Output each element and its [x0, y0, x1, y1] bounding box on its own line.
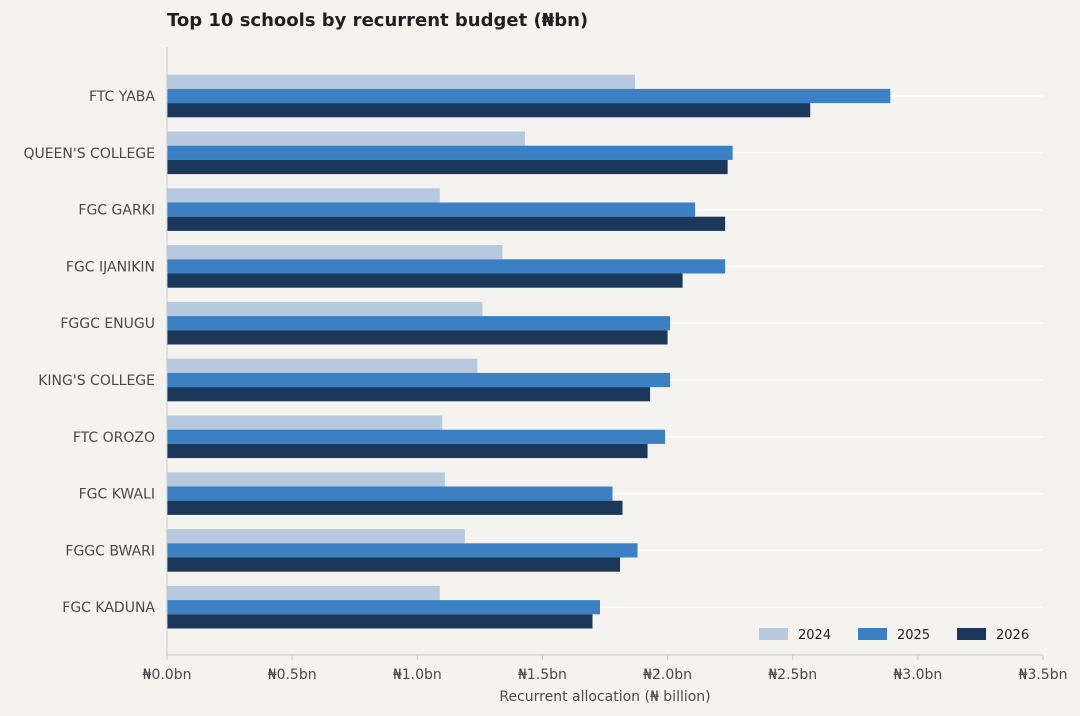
category-label: FGC IJANIKIN — [66, 259, 155, 275]
x-tick-label: ₦3.0bn — [893, 667, 942, 683]
category-labels: FTC YABA QUEEN'S COLLEGE FGC GARKI FGC IJAN… — [23, 89, 155, 616]
legend-label-2025: 2025 — [897, 628, 930, 643]
category-label: FTC OROZO — [73, 430, 155, 446]
x-tick-label: ₦2.5bn — [768, 667, 817, 683]
x-tick-label: ₦0.0bn — [143, 667, 192, 683]
bar-2025-8 — [167, 543, 638, 558]
bar-2024-4 — [167, 301, 483, 317]
bar-2024-2 — [167, 188, 440, 203]
category-label: FGGC BWARI — [65, 543, 155, 559]
x-axis-label: Recurrent allocation (₦ billion) — [499, 689, 710, 705]
bar-2026-6 — [167, 443, 648, 459]
bar-2026-5 — [167, 387, 651, 402]
bar-2026-8 — [167, 557, 621, 572]
x-tick-label: ₦1.0bn — [393, 667, 442, 683]
bar-2026-4 — [167, 330, 668, 345]
bar-2024-9 — [167, 585, 440, 601]
x-tick-label: ₦0.5bn — [268, 667, 317, 683]
bar-2025-5 — [167, 372, 671, 388]
bar-2025-7 — [167, 486, 613, 501]
bar-2025-4 — [167, 316, 671, 331]
category-label: FGC GARKI — [78, 203, 155, 219]
bar-2025-2 — [167, 202, 696, 217]
bar-2024-8 — [167, 529, 465, 544]
bar-2025-3 — [167, 259, 726, 274]
bar-2026-7 — [167, 500, 623, 515]
category-label: QUEEN'S COLLEGE — [23, 146, 155, 162]
bar-2024-7 — [167, 472, 445, 487]
category-label: KING'S COLLEGE — [38, 373, 155, 389]
x-tick-labels: ₦0.0bn ₦0.5bn ₦1.0bn ₦1.5bn ₦2.0bn ₦2.5bn ₦3.0… — [143, 655, 1068, 683]
bars-group — [167, 74, 891, 629]
bar-2025-9 — [167, 600, 600, 615]
category-label: FGGC ENUGU — [60, 316, 155, 332]
bar-2024-3 — [167, 245, 503, 260]
category-label: FTC YABA — [89, 89, 155, 105]
bar-2026-3 — [167, 273, 683, 288]
x-tick-label: ₦1.5bn — [518, 667, 567, 683]
bar-2026-2 — [167, 216, 726, 231]
bar-2026-0 — [167, 103, 811, 118]
bar-2024-0 — [167, 74, 636, 89]
legend: 2024 2025 2026 — [759, 628, 1029, 643]
legend-swatch-2025 — [858, 628, 887, 640]
chart-title: Top 10 schools by recurrent budget (₦bn) — [167, 10, 588, 31]
legend-label-2024: 2024 — [798, 628, 831, 643]
legend-swatch-2024 — [759, 628, 788, 640]
bar-2026-1 — [167, 159, 728, 175]
bar-2024-1 — [167, 131, 525, 146]
bar-2024-5 — [167, 358, 478, 373]
category-label: FGC KADUNA — [62, 600, 155, 616]
bar-2025-0 — [167, 88, 891, 104]
x-tick-label: ₦3.5bn — [1019, 667, 1068, 683]
category-label: FGC KWALI — [79, 487, 155, 503]
bar-2025-6 — [167, 429, 666, 444]
bar-2025-1 — [167, 145, 733, 160]
legend-swatch-2026 — [957, 628, 986, 640]
x-tick-label: ₦2.0bn — [643, 667, 692, 683]
bar-2024-6 — [167, 415, 443, 430]
legend-label-2026: 2026 — [996, 628, 1029, 643]
bar-2026-9 — [167, 614, 593, 629]
